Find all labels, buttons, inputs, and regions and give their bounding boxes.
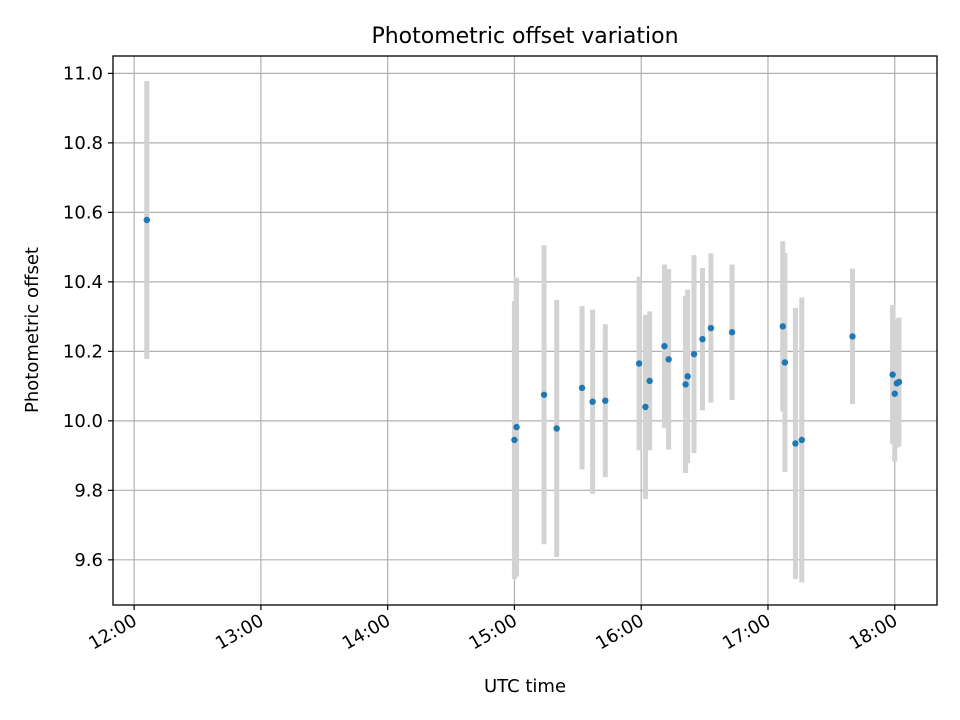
data-point bbox=[553, 425, 560, 432]
y-tick-label: 9.8 bbox=[74, 480, 103, 501]
data-point bbox=[589, 398, 596, 405]
data-point bbox=[578, 384, 586, 392]
y-tick-label: 10.2 bbox=[63, 341, 103, 362]
data-point bbox=[513, 423, 520, 431]
data-point bbox=[792, 440, 799, 447]
y-tick-label: 10.0 bbox=[63, 411, 103, 432]
data-point bbox=[891, 390, 898, 397]
data-point bbox=[143, 216, 151, 224]
data-point bbox=[798, 436, 805, 444]
data-point bbox=[849, 333, 856, 340]
y-tick-label: 10.8 bbox=[63, 133, 103, 154]
y-tick-label: 10.6 bbox=[63, 202, 103, 223]
data-point bbox=[781, 359, 789, 366]
data-point bbox=[728, 329, 736, 336]
data-point bbox=[889, 371, 896, 378]
data-point bbox=[684, 373, 691, 380]
y-tick-label: 10.4 bbox=[63, 272, 103, 293]
y-axis-ticks: 9.6 9.8 10.0 10.2 10.4 10.6 10.8 11.0 bbox=[63, 63, 113, 571]
data-point bbox=[699, 335, 706, 343]
y-axis-label: Photometric offset bbox=[22, 247, 43, 413]
data-point bbox=[661, 342, 668, 350]
data-point bbox=[682, 381, 689, 388]
data-point bbox=[642, 403, 649, 411]
data-point bbox=[690, 350, 698, 358]
x-axis-label: UTC time bbox=[484, 676, 566, 697]
data-point bbox=[635, 360, 643, 367]
data-point bbox=[665, 356, 672, 363]
y-tick-label: 11.0 bbox=[63, 63, 103, 84]
data-point bbox=[895, 378, 903, 386]
data-point bbox=[511, 436, 518, 444]
data-points bbox=[143, 216, 903, 447]
data-point bbox=[707, 324, 715, 332]
y-tick-label: 9.6 bbox=[74, 550, 103, 571]
chart-title: Photometric offset variation bbox=[371, 24, 678, 49]
data-point bbox=[646, 377, 653, 385]
data-point bbox=[602, 397, 609, 404]
plot-frame bbox=[112, 55, 938, 606]
data-point bbox=[540, 391, 548, 398]
data-point bbox=[779, 323, 786, 330]
